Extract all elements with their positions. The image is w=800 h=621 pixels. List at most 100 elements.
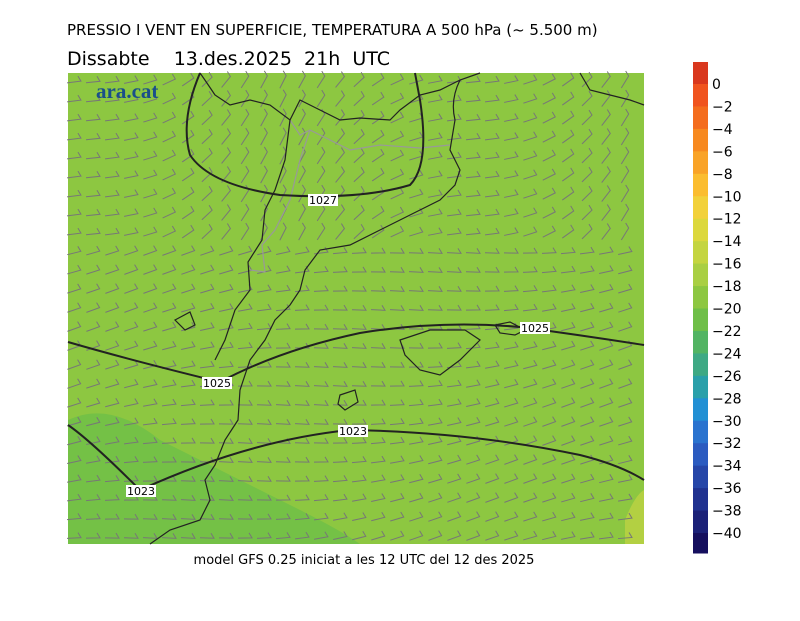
wind-barb [561, 340, 576, 351]
wind-barb [294, 381, 310, 387]
wind-barb [409, 226, 424, 237]
colorbar-band [693, 308, 708, 332]
wind-barb [504, 151, 519, 160]
wind-barb [275, 361, 291, 368]
wind-barb [523, 416, 538, 427]
wind-barb [199, 360, 215, 369]
wind-barb [580, 416, 595, 427]
wind-barb [465, 95, 481, 103]
wind-barb [561, 512, 576, 522]
wind-barb [104, 94, 120, 103]
wind-barb [601, 109, 611, 126]
wind-barb [201, 185, 213, 202]
wind-barb [485, 416, 500, 427]
wind-barb [504, 492, 519, 503]
island [337, 389, 359, 411]
wind-barb [390, 492, 405, 503]
wind-barb [257, 284, 272, 293]
wind-barb [522, 247, 538, 254]
wind-barb [599, 397, 614, 408]
wind-barb [316, 127, 326, 146]
wind-barb [561, 492, 576, 503]
wind-barb [484, 341, 500, 350]
wind-barb [390, 92, 405, 105]
wind-barb [275, 323, 291, 330]
colorbar-band [693, 330, 708, 354]
colorbar-band [693, 420, 708, 444]
wind-barb [237, 342, 253, 350]
wind-barb [523, 359, 538, 370]
wind-barb [485, 454, 500, 465]
wind-barb [390, 511, 405, 522]
wind-barb [143, 283, 158, 294]
wind-barb [409, 455, 424, 464]
wind-barb [105, 302, 120, 313]
wind-barb [561, 473, 576, 484]
wind-barb [390, 455, 405, 464]
wind-barb [446, 379, 462, 388]
wind-barb [221, 71, 232, 88]
wind-barb [523, 473, 538, 484]
wind-barb [601, 71, 611, 88]
wind-barb [542, 149, 556, 162]
wind-barb [124, 302, 139, 313]
wind-barb [562, 205, 575, 220]
wind-barb [353, 204, 365, 221]
wind-barb [124, 378, 139, 389]
wind-barb [465, 209, 481, 217]
wind-barb [124, 264, 139, 275]
wind-barb [581, 147, 593, 164]
wind-barb [371, 224, 385, 239]
wind-barb [370, 361, 386, 368]
wind-barb [313, 494, 329, 502]
wind-barb [370, 343, 386, 349]
wind-barb [124, 417, 139, 426]
wind-barb [522, 303, 538, 312]
wind-barb [389, 399, 405, 406]
colorbar-label: −14 [712, 234, 742, 250]
wind-barb [466, 530, 481, 541]
wind-barb [313, 362, 329, 368]
colorbar-band [693, 375, 708, 399]
wind-barb [371, 129, 385, 144]
wind-barb [335, 147, 346, 164]
wind-barb [485, 473, 500, 484]
wind-barb [351, 304, 367, 311]
wind-barb [390, 187, 405, 200]
wind-barb [428, 227, 443, 236]
coastline [199, 72, 481, 121]
wind-barb [580, 340, 595, 351]
isobar-label-bg [520, 322, 550, 334]
wind-barb [85, 474, 101, 483]
colorbar-band [693, 465, 708, 489]
colorbar-label: −40 [712, 526, 742, 542]
wind-barb [279, 184, 287, 203]
wind-barb [124, 132, 139, 141]
wind-barb [335, 71, 346, 88]
wind-barb [124, 340, 139, 351]
wind-barb [181, 148, 195, 163]
wind-barb [352, 493, 367, 502]
wind-barb [580, 302, 595, 313]
wind-barb [275, 456, 291, 463]
wind-barb [162, 302, 177, 313]
isobar-label: 1025 [521, 322, 549, 335]
wind-barb [199, 514, 215, 520]
wind-barb [351, 456, 367, 464]
wind-barb [428, 208, 443, 217]
wind-barb [371, 205, 385, 220]
wind-barb [465, 360, 481, 369]
wind-barb [601, 128, 611, 145]
wind-barb [428, 189, 443, 198]
colorbar-band [693, 398, 708, 422]
wind-barb [256, 532, 272, 539]
wind-barb [161, 418, 177, 426]
wind-barb [427, 342, 443, 349]
wind-barb [523, 112, 538, 123]
wind-barb [85, 190, 101, 198]
wind-barb [561, 303, 576, 312]
wind-barb [427, 361, 443, 368]
wind-barb [85, 152, 101, 160]
wind-barb [484, 266, 500, 273]
wind-barb [335, 204, 346, 221]
